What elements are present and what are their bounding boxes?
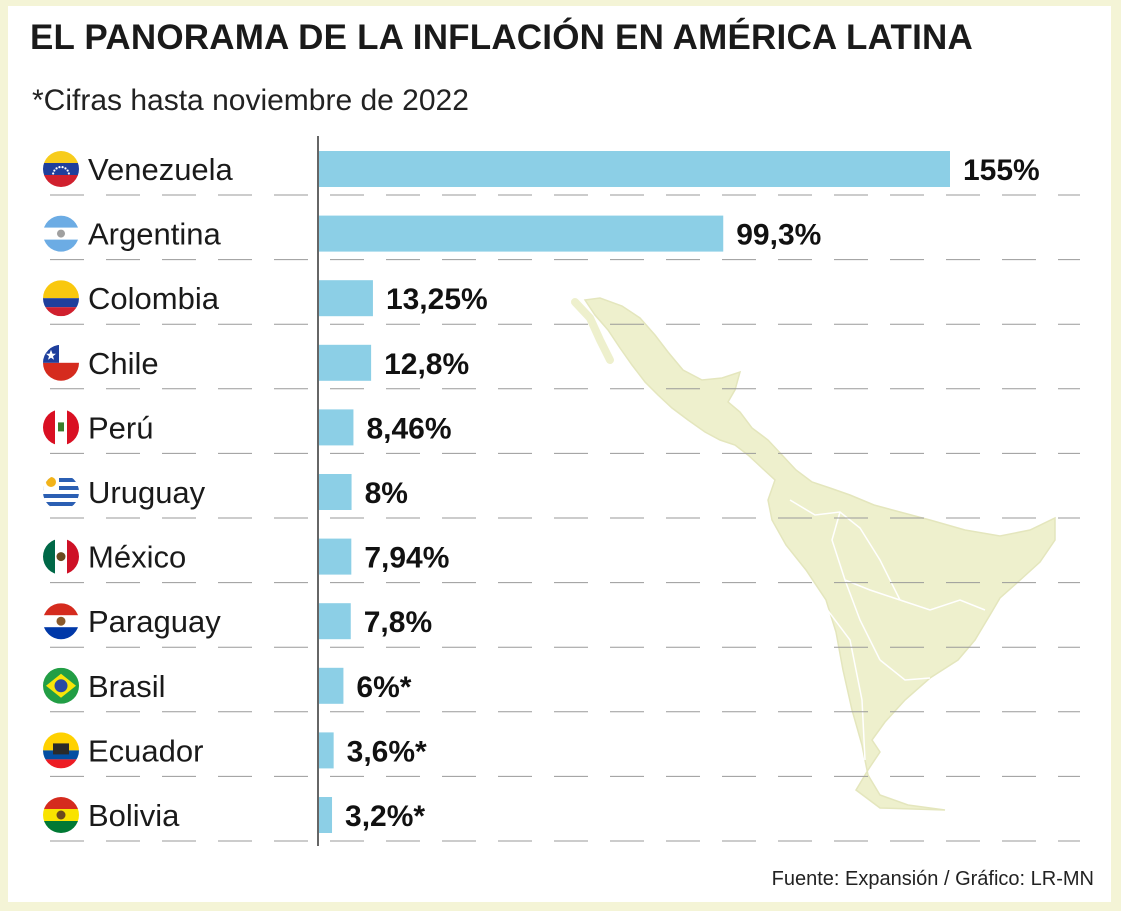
venezuela-flag-icon xyxy=(43,151,79,187)
category-label: Uruguay xyxy=(88,475,206,510)
category-label: Brasil xyxy=(88,669,166,704)
colombia-flag-icon xyxy=(43,280,79,317)
value-label: 3,6%* xyxy=(347,735,427,768)
bar-uruguay xyxy=(319,474,352,510)
value-label: 13,25% xyxy=(386,283,488,316)
category-label: Chile xyxy=(88,346,159,381)
bar-peru xyxy=(319,409,354,446)
value-label: 3,2%* xyxy=(345,800,425,833)
bar-paraguay xyxy=(319,603,351,640)
category-label: México xyxy=(88,540,186,575)
bar-chile xyxy=(319,344,372,381)
category-label: Ecuador xyxy=(88,733,203,768)
ecuador-flag-icon xyxy=(43,732,79,769)
value-label: 8% xyxy=(365,477,408,510)
latin-america-map-icon xyxy=(571,297,1056,811)
category-label: Argentina xyxy=(88,217,221,252)
value-label: 7,94% xyxy=(364,542,449,575)
category-label: Venezuela xyxy=(88,152,234,187)
bar-colombia xyxy=(319,280,373,317)
category-label: Colombia xyxy=(88,281,220,316)
uruguay-flag-icon xyxy=(43,474,79,510)
bar-bolivia xyxy=(319,797,333,833)
argentina-flag-icon xyxy=(43,215,79,252)
value-label: 6%* xyxy=(356,671,411,704)
value-label: 155% xyxy=(963,154,1040,187)
value-label: 99,3% xyxy=(736,219,821,252)
chile-flag-icon xyxy=(43,344,79,381)
chart-subtitle: *Cifras hasta noviembre de 2022 xyxy=(32,84,469,117)
paraguay-flag-icon xyxy=(43,603,79,640)
peru-flag-icon xyxy=(43,409,79,446)
category-label: Perú xyxy=(88,410,153,445)
mexico-flag-icon xyxy=(43,538,79,575)
bar-brasil xyxy=(319,667,344,704)
source-note: Fuente: Expansión / Gráfico: LR-MN xyxy=(771,868,1094,890)
category-label: Paraguay xyxy=(88,604,221,639)
bar-venezuela xyxy=(319,151,950,187)
brasil-flag-icon xyxy=(43,667,79,704)
bar-argentina xyxy=(319,215,724,252)
bolivia-flag-icon xyxy=(43,797,79,833)
value-label: 7,8% xyxy=(364,606,432,639)
chart-title: EL PANORAMA DE LA INFLACIÓN EN AMÉRICA L… xyxy=(30,18,973,57)
bar-mexico xyxy=(319,538,352,575)
bar-ecuador xyxy=(319,732,334,769)
category-label: Bolivia xyxy=(88,798,180,833)
value-label: 8,46% xyxy=(366,412,451,445)
value-label: 12,8% xyxy=(384,348,469,381)
